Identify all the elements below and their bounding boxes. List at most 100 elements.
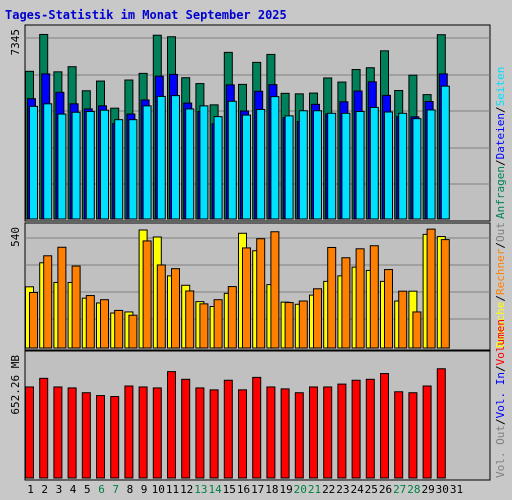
bar-volumen-day-17 [252,376,262,479]
legend-item: Out [494,222,507,242]
x-tick-label-day-2: 2 [41,483,48,496]
legend-panel-1: Anfragen/Dateien/Seiten [494,67,507,219]
bar-rechner-day-8 [128,314,138,349]
legend-panel-3: Vol. Out/Vol. In/Volumen [494,319,507,478]
bar-volumen-day-27 [394,391,404,479]
bar-rechner-day-19 [284,302,294,349]
legend-item: Vol. Out [494,425,507,478]
x-tick-label-day-4: 4 [70,483,77,496]
bar-seiten-day-28 [412,118,422,220]
bar-rechner-day-25 [369,245,379,349]
svg-text:Besuche/Rechner/Out: Besuche/Rechner/Out [494,222,507,348]
bar-seiten-day-5 [85,110,95,220]
bar-rechner-day-10 [156,264,166,349]
legend-item: Volumen [494,319,507,365]
bar-seiten-day-26 [384,111,393,220]
bar-seiten-day-13 [199,105,209,220]
bar-volumen-day-13 [195,387,205,479]
bar-volumen-day-26 [380,373,389,479]
x-tick-label-day-19: 19 [279,483,292,496]
x-tick-label-day-22: 22 [322,483,335,496]
x-tick-label-day-1: 1 [27,483,34,496]
bar-rechner-day-15 [227,286,237,349]
panel-2: 540 Besuche/Rechner/Out [9,222,507,351]
bar-seiten-day-30 [440,85,450,220]
x-tick-label-day-12: 12 [180,483,193,496]
bar-rechner-day-27 [398,290,408,349]
panel-3: 652.26 MB Vol. Out/Vol. In/Volumen [9,319,507,481]
legend-item: Besuche [494,302,507,348]
bar-seiten-day-11 [171,95,180,220]
x-tick-label-day-26: 26 [379,483,392,496]
x-tick-label-day-8: 8 [127,483,134,496]
bar-seiten-day-27 [398,112,408,220]
bar-seiten-day-23 [341,112,351,220]
bar-rechner-day-1 [29,291,38,349]
x-tick-label-day-9: 9 [141,483,148,496]
bar-volumen-day-6 [96,395,105,479]
x-tick-label-day-3: 3 [56,483,63,496]
bar-volumen-day-5 [81,392,91,479]
legend-item: Vol. In [494,372,507,418]
x-tick-label-day-13: 13 [194,483,207,496]
bar-rechner-day-5 [85,295,95,349]
bar-rechner-day-3 [57,246,67,349]
bar-rechner-day-12 [185,290,195,349]
bar-volumen-day-22 [323,386,333,479]
bar-seiten-day-3 [57,113,67,220]
bar-volumen-day-14 [209,389,219,479]
x-tick-label-day-17: 17 [251,483,264,496]
bar-volumen-day-10 [152,387,162,479]
bar-rechner-day-28 [412,311,422,349]
panel-1: 7345 Anfragen/Dateien/Seiten [9,24,507,222]
y-max-label: 7345 [9,29,22,56]
bar-seiten-day-18 [270,96,280,220]
chart-panels: 7345 Anfragen/Dateien/Seiten 540 Besuche/Re… [9,24,507,481]
bar-rechner-day-17 [256,238,266,349]
bar-rechner-day-23 [341,257,351,349]
bar-seiten-day-24 [355,110,365,220]
x-tick-label-day-29: 29 [421,483,434,496]
x-tick-label-day-21: 21 [308,483,321,496]
bar-volumen-day-16 [238,389,247,479]
bar-seiten-day-12 [185,108,195,220]
x-tick-label-day-28: 28 [407,483,420,496]
x-tick-label-day-20: 20 [294,483,307,496]
x-tick-label-day-7: 7 [112,483,119,496]
x-axis-labels: 1 2 3 4 5 6 7 8 9 10 11 12 13 14 15 16 17 18 19 20 21 22 23 24 2… [27,483,463,496]
legend-item: Anfragen [494,166,507,219]
x-tick-label-day-31: 31 [450,483,463,496]
bar-volumen-day-7 [110,396,120,479]
x-tick-label-day-18: 18 [265,483,278,496]
bar-rechner-day-29 [426,228,436,349]
bar-seiten-day-4 [71,111,81,220]
x-tick-label-day-5: 5 [84,483,91,496]
bar-rechner-day-18 [270,231,280,349]
bar-volumen-day-21 [309,386,318,479]
bar-volumen-day-15 [223,379,233,479]
bar-seiten-day-9 [142,105,152,220]
x-tick-label-day-11: 11 [166,483,179,496]
bar-volumen-day-20 [294,392,304,479]
x-tick-label-day-16: 16 [237,483,250,496]
bar-rechner-day-11 [171,268,180,349]
svg-text:Vol. Out/Vol. In/Volumen: Vol. Out/Vol. In/Volumen [494,319,507,478]
y-max-label: 652.26 MB [9,355,22,415]
bar-volumen-day-28 [408,392,418,479]
bar-rechner-day-14 [213,299,223,349]
x-tick-label-day-15: 15 [223,483,236,496]
bar-volumen-day-23 [337,383,347,479]
bar-rechner-day-20 [298,300,308,349]
bar-rechner-day-24 [355,248,365,349]
x-tick-label-day-14: 14 [208,483,222,496]
bar-rechner-day-22 [327,246,337,349]
y-max-label: 540 [9,227,22,247]
bar-seiten-day-14 [213,116,223,220]
bar-seiten-day-1 [29,105,38,220]
x-tick-label-day-23: 23 [336,483,349,496]
bar-volumen-day-25 [365,378,375,479]
bar-volumen-day-8 [124,385,134,479]
svg-text:Anfragen/Dateien/Seiten: Anfragen/Dateien/Seiten [494,67,507,219]
